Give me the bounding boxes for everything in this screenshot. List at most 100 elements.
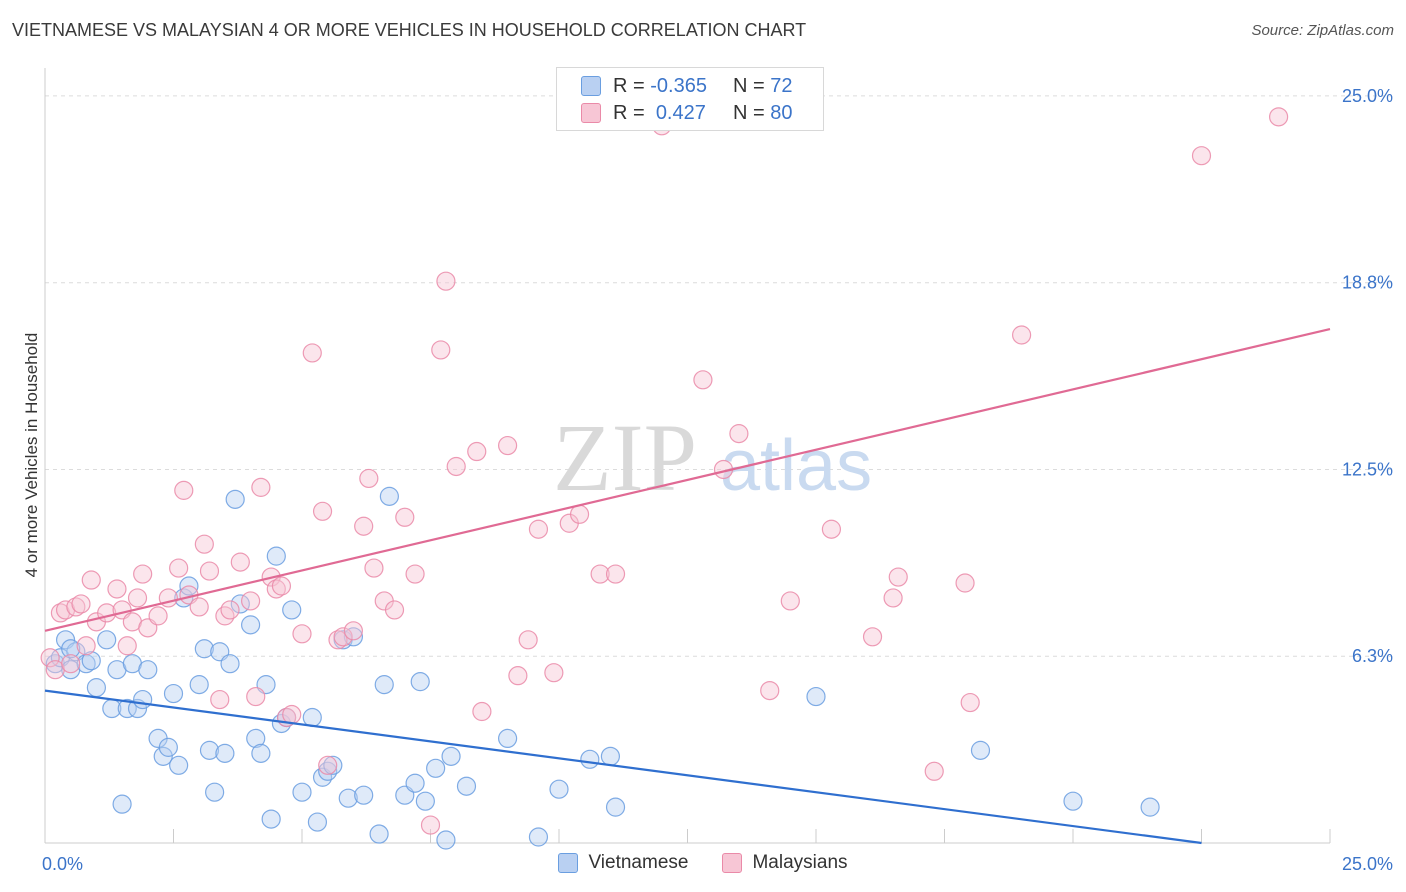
point-malaysians-81: [1191, 146, 1212, 166]
point-vietnamese-63: [456, 776, 477, 796]
point-malaysians-27: [215, 606, 235, 626]
gridlines: [45, 95, 1392, 657]
point-malaysians-15: [127, 588, 148, 608]
point-malaysians-74: [862, 627, 883, 647]
y-tick-label-2: 12.5%: [1342, 459, 1393, 479]
point-malaysians-24: [194, 534, 214, 554]
point-vietnamese-47: [318, 761, 338, 781]
point-malaysians-56: [467, 441, 487, 462]
point-vietnamese-31: [220, 654, 240, 674]
point-malaysians-62: [544, 663, 564, 683]
legend-n-malaysians: N = 80: [733, 101, 793, 124]
point-vietnamese-27: [199, 740, 220, 760]
source-label: Source: ZipAtlas.com: [1251, 22, 1394, 39]
y-axis-title: 4 or more Vehicles in Household: [22, 332, 41, 578]
point-vietnamese-17: [138, 660, 158, 680]
point-vietnamese-9: [97, 630, 117, 650]
point-vietnamese-19: [153, 746, 173, 766]
point-vietnamese-16: [133, 689, 153, 710]
point-malaysians-29: [230, 552, 250, 572]
point-malaysians-60: [518, 630, 538, 650]
point-malaysians-78: [955, 573, 975, 593]
point-malaysians-38: [292, 624, 312, 644]
point-vietnamese-36: [251, 743, 271, 763]
point-malaysians-11: [107, 579, 127, 599]
trend-malaysians: [44, 327, 1331, 632]
point-vietnamese-32: [225, 489, 245, 509]
point-malaysians-16: [133, 564, 153, 584]
point-malaysians-13: [117, 636, 137, 656]
point-malaysians-50: [395, 507, 415, 527]
x-tick-label-0: 0.0%: [42, 854, 83, 874]
point-malaysians-68: [693, 370, 713, 390]
point-vietnamese-22: [169, 755, 189, 775]
point-malaysians-25: [199, 561, 220, 581]
point-malaysians-40: [312, 501, 333, 521]
point-malaysians-77: [924, 761, 944, 781]
point-vietnamese-59: [415, 791, 435, 811]
point-malaysians-61: [528, 519, 549, 539]
point-malaysians-58: [498, 435, 518, 456]
point-malaysians-59: [508, 666, 528, 686]
point-malaysians-57: [472, 701, 492, 722]
point-malaysians-44: [343, 621, 363, 641]
point-malaysians-43: [333, 627, 353, 647]
point-vietnamese-52: [354, 785, 374, 805]
point-malaysians-23: [189, 597, 209, 617]
point-vietnamese-55: [379, 486, 399, 506]
point-malaysians-30: [241, 591, 261, 611]
point-vietnamese-38: [261, 809, 281, 829]
legend-r-vietnamese: R = -0.365: [613, 74, 707, 97]
point-vietnamese-21: [163, 683, 184, 704]
point-malaysians-42: [328, 630, 348, 650]
point-vietnamese-48: [323, 755, 343, 775]
point-malaysians-80: [1011, 325, 1032, 345]
point-malaysians-26: [210, 689, 230, 710]
point-vietnamese-60: [426, 758, 446, 778]
legend-row-malaysians: R = 0.427 N = 80: [581, 101, 793, 125]
y-tick-label-0: 25.0%: [1342, 86, 1393, 106]
point-malaysians-82: [1268, 107, 1289, 127]
series-label-malaysians: Malaysians: [752, 852, 848, 873]
point-malaysians-41: [318, 755, 338, 775]
series-legend-malaysians: Malaysians: [722, 852, 848, 874]
watermark: ZIP atlas: [553, 404, 872, 511]
point-vietnamese-45: [307, 812, 328, 832]
point-malaysians-6: [71, 594, 91, 614]
point-vietnamese-20: [158, 737, 178, 757]
point-malaysians-79: [960, 692, 980, 713]
point-malaysians-66: [605, 564, 626, 584]
point-vietnamese-5: [61, 639, 81, 659]
point-malaysians-32: [251, 477, 271, 497]
point-vietnamese-61: [436, 830, 456, 850]
point-malaysians-65: [590, 564, 610, 584]
point-malaysians-73: [821, 519, 842, 539]
series-swatch-vietnamese: [558, 853, 579, 873]
point-malaysians-18: [148, 606, 168, 626]
point-malaysians-71: [760, 680, 780, 701]
point-vietnamese-66: [580, 749, 600, 769]
y-tick-label-3: 6.3%: [1352, 646, 1393, 666]
point-vietnamese-54: [374, 675, 394, 695]
point-malaysians-37: [282, 704, 302, 725]
series-swatch-malaysians: [722, 853, 743, 873]
point-malaysians-52: [420, 815, 441, 835]
series-legend-vietnamese: Vietnamese: [558, 852, 688, 874]
tick-labels: 25.0% 18.8% 12.5% 6.3% 0.0% 25.0%: [42, 86, 1393, 874]
point-vietnamese-34: [241, 615, 261, 635]
point-malaysians-70: [729, 424, 749, 444]
point-malaysians-5: [66, 597, 86, 617]
data-points: [40, 107, 1289, 850]
point-vietnamese-69: [806, 686, 826, 707]
point-vietnamese-68: [605, 797, 626, 817]
x-tick-label-1: 25.0%: [1342, 854, 1393, 874]
point-malaysians-72: [780, 591, 800, 611]
point-vietnamese-58: [410, 672, 430, 692]
axes: [44, 68, 1331, 844]
trend-lines: [44, 327, 1331, 845]
point-malaysians-76: [888, 567, 908, 587]
point-malaysians-64: [569, 504, 590, 524]
series-label-vietnamese: Vietnamese: [588, 852, 689, 873]
point-malaysians-20: [169, 558, 189, 578]
point-vietnamese-64: [498, 728, 518, 749]
